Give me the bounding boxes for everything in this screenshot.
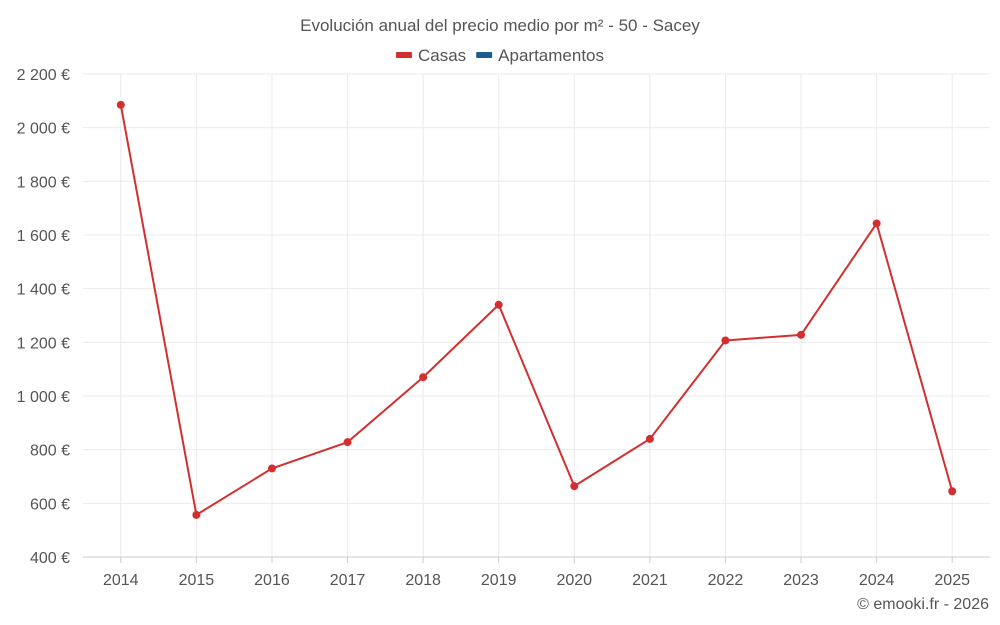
grid [83,73,990,557]
data-point[interactable] [267,464,276,473]
data-point[interactable] [797,330,806,339]
legend-swatch-apartamentos[interactable] [476,52,493,58]
chart-title: Evolución anual del precio medio por m² … [300,16,700,35]
series-line-casas [119,104,954,516]
data-point[interactable] [872,219,881,228]
y-tick-label: 800 € [30,443,70,460]
y-tick-label: 2 200 € [17,67,70,84]
x-tick-label: 2023 [783,572,819,589]
data-point[interactable] [343,438,352,447]
legend: Casas Apartamentos [395,46,604,65]
y-tick-label: 1 000 € [17,389,70,406]
data-point[interactable] [494,300,503,309]
y-tick-label: 1 600 € [17,228,70,245]
data-point[interactable] [116,100,125,109]
x-tick-label: 2022 [708,572,744,589]
x-tick-label: 2025 [934,572,970,589]
series-layer [116,100,957,519]
x-tick-label: 2021 [632,572,668,589]
y-tick-label: 1 400 € [17,282,70,299]
x-tick-label: 2014 [103,572,139,589]
data-point[interactable] [570,482,579,491]
data-point[interactable] [645,434,654,443]
x-tick-label: 2024 [859,572,895,589]
data-point[interactable] [948,487,957,496]
y-tick-label: 1 800 € [17,174,70,191]
legend-label-apartamentos[interactable]: Apartamentos [498,46,604,65]
data-point[interactable] [192,510,201,519]
y-tick-label: 600 € [30,496,70,513]
axes: 400 € 600 € 800 € 1 000 € 1 200 € 1 400 € 1 60… [17,67,990,589]
credit-text: © emooki.fr - 2026 [857,596,989,613]
x-tick-label: 2019 [481,572,517,589]
x-tick-label: 2016 [254,572,290,589]
legend-label-casas[interactable]: Casas [418,46,466,65]
x-tick-label: 2020 [556,572,592,589]
data-point[interactable] [419,373,428,382]
x-tick-label: 2017 [330,572,366,589]
x-tick-label: 2018 [405,572,441,589]
y-tick-label: 1 200 € [17,335,70,352]
y-tick-label: 2 000 € [17,121,70,138]
data-point[interactable] [721,336,730,345]
legend-swatch-casas[interactable] [395,52,412,58]
x-tick-label: 2015 [179,572,215,589]
y-tick-label: 400 € [30,550,70,567]
